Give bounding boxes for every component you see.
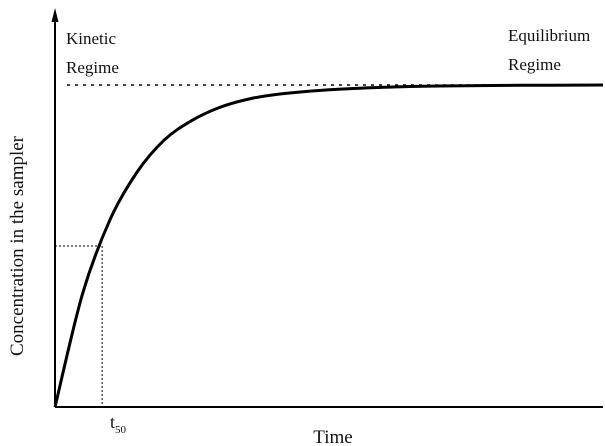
y-axis-label: Concentration in the sampler	[7, 135, 28, 356]
y-axis-arrowhead	[51, 8, 59, 22]
t50-subscript: 50	[115, 424, 127, 436]
axes	[51, 8, 603, 408]
annotation-equilibrium-line1: Equilibrium	[508, 26, 590, 45]
annotation-kinetic-line1: Kinetic	[66, 29, 116, 48]
t50-base: t	[110, 412, 115, 432]
t50-label: t50	[110, 412, 127, 436]
series-line-0	[53, 83, 604, 408]
series	[53, 83, 604, 408]
x-axis-label: Time	[313, 427, 352, 446]
guides	[55, 84, 603, 407]
annotation-kinetic-line2: Regime	[66, 58, 119, 77]
annotation-equilibrium-line2: Regime	[508, 55, 561, 74]
